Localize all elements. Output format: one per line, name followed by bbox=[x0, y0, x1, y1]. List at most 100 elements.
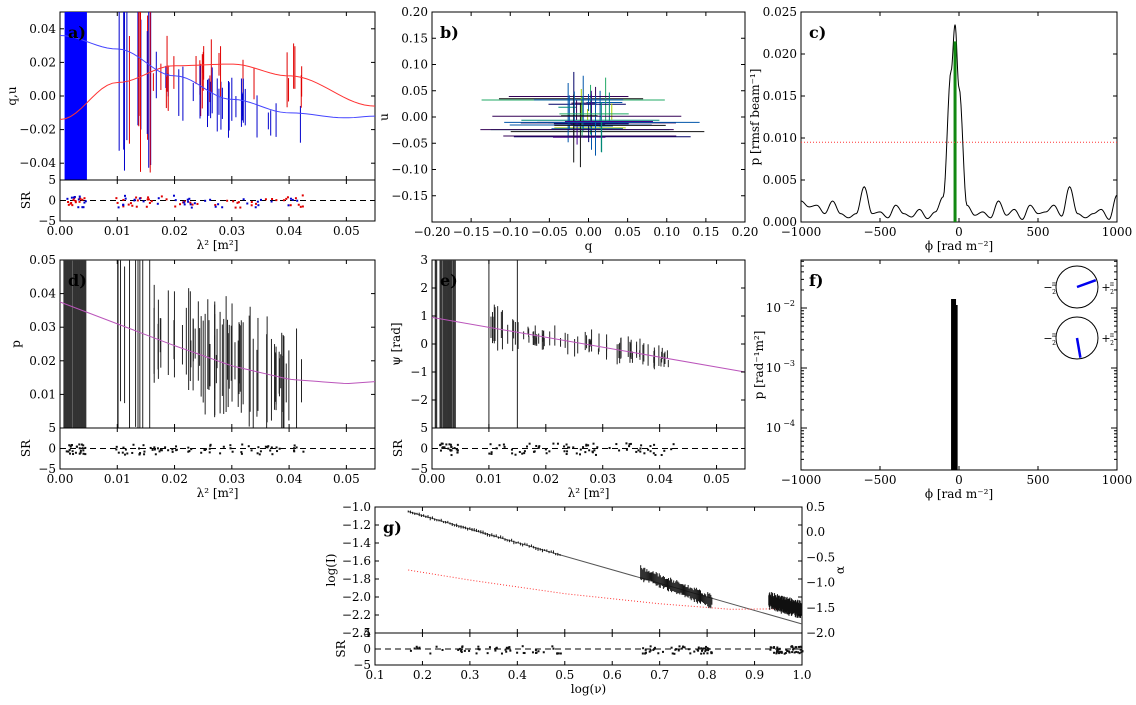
panel-f-ylabel: p [rad⁻¹m²] bbox=[752, 331, 766, 400]
panel-g-residual-point bbox=[769, 648, 772, 651]
panel-b-xtick-label: −0.05 bbox=[531, 225, 568, 239]
panel-a-ytick-label: 0.00 bbox=[29, 89, 56, 103]
panel-a-residual-point bbox=[83, 201, 86, 204]
panel-a-residual-point bbox=[297, 203, 300, 206]
panel-a-residual-point bbox=[282, 199, 285, 202]
panel-c-xtick-label: 0 bbox=[955, 225, 963, 239]
panel-d-residual-point bbox=[222, 445, 225, 448]
panel-d-xlabel: λ² [m²] bbox=[197, 486, 239, 500]
panel-e-label: e) bbox=[440, 271, 458, 290]
panel-e-residual-point bbox=[511, 452, 514, 455]
panel-g-residual-point bbox=[521, 645, 524, 648]
panel-g-residual-point bbox=[475, 652, 478, 655]
panel-e-ytick-label: 3 bbox=[420, 253, 428, 267]
panel-c-model-component bbox=[953, 41, 957, 223]
panel-e-xlabel: λ² [m²] bbox=[568, 486, 610, 500]
panel-d-residual-point bbox=[302, 450, 305, 453]
panel-g-residual-point bbox=[700, 647, 703, 650]
panel-b-xtick-label: −0.15 bbox=[453, 225, 490, 239]
panel-f-angle-needle bbox=[1075, 337, 1082, 358]
panel-d-residual-point bbox=[71, 450, 74, 453]
panel-e-residual-ytick-label: 0 bbox=[420, 442, 428, 456]
panel-a-ytick-label: 0.02 bbox=[29, 55, 56, 69]
panel-e-residual-point bbox=[649, 450, 652, 453]
panel-g-residual-xtick-label: 0.2 bbox=[413, 668, 432, 682]
panel-d-residual-point bbox=[70, 444, 73, 447]
panel-a-lowband-block bbox=[64, 12, 87, 180]
panel-d-residual-point bbox=[149, 446, 152, 449]
panel-g-residual-point bbox=[416, 647, 419, 650]
panel-g-residual-xtick-label: 0.1 bbox=[365, 668, 384, 682]
panel-g-label: g) bbox=[383, 518, 402, 537]
panel-a-residual-point bbox=[135, 196, 138, 199]
panel-a-residual-xtick-label: 0.00 bbox=[47, 224, 74, 238]
panel-g-y2tick-label: 0.0 bbox=[806, 525, 825, 539]
panel-d-residual-point bbox=[142, 444, 145, 447]
panel-e-residual-point bbox=[565, 453, 568, 456]
panel-e-residual-point bbox=[629, 442, 632, 445]
panel-e-residual-point bbox=[456, 451, 459, 454]
panel-g-residual-point bbox=[795, 646, 798, 649]
panel-e-residual-point bbox=[523, 452, 526, 455]
panel-a-residual-point bbox=[204, 199, 207, 202]
panel-e-residual-point bbox=[450, 454, 453, 457]
panel-b-xtick-label: 0.00 bbox=[575, 225, 602, 239]
panel-g-residual-point bbox=[534, 651, 537, 654]
panel-d-residual-point bbox=[78, 443, 81, 446]
panel-d-residual-point bbox=[126, 452, 129, 455]
panel-d-residual-point bbox=[219, 452, 222, 455]
panel-g-residual-point bbox=[495, 646, 498, 649]
panel-d-residual-ytick-label: −5 bbox=[38, 462, 56, 476]
panel-d-residual-point bbox=[82, 449, 85, 452]
panel-e-residual-point bbox=[537, 446, 540, 449]
panel-a-residual-point bbox=[83, 197, 86, 200]
panel-d-residual-point bbox=[158, 450, 161, 453]
panel-d-residual-point bbox=[122, 446, 125, 449]
panel-c-frame bbox=[800, 11, 1118, 223]
panel-d-residual-point bbox=[72, 453, 75, 456]
panel-g-residual-point bbox=[795, 650, 798, 653]
panel-e-ytick-label: 1 bbox=[420, 309, 428, 323]
panel-g-residual-ytick-label: 0 bbox=[363, 642, 371, 656]
panel-e-residual-point bbox=[563, 450, 566, 453]
panel-d-residual-ylabel: SR bbox=[19, 439, 33, 457]
panel-g-ytick-label: −1.8 bbox=[342, 572, 371, 586]
panel-f-ytick-exponent: −4 bbox=[783, 419, 795, 428]
panel-f-ytick-label: 10 bbox=[766, 301, 781, 315]
panel-d-ytick-label: 0.05 bbox=[29, 253, 56, 267]
panel-e-residual-point bbox=[643, 452, 646, 455]
panel-d-residual-point bbox=[151, 448, 154, 451]
panel-e-residual-point bbox=[455, 448, 458, 451]
panel-d-residual-point bbox=[79, 451, 82, 454]
panel-g-residual-point bbox=[783, 652, 786, 655]
panel-e-residual-point bbox=[660, 454, 663, 457]
panel-e-residual-point bbox=[447, 447, 450, 450]
panel-a-residual-point bbox=[71, 204, 74, 207]
panel-e-residual-point bbox=[440, 442, 443, 445]
panel-a-residual-point bbox=[179, 203, 182, 206]
panel-a-residual-point bbox=[117, 206, 120, 209]
panel-a-residual-xtick-label: 0.04 bbox=[276, 224, 303, 238]
panel-g-residual-point bbox=[556, 652, 559, 655]
panel-e-residual-point bbox=[653, 443, 656, 446]
panel-f-ytick-label: 10 bbox=[766, 421, 781, 435]
panel-g-residual-point bbox=[791, 646, 794, 649]
panel-e-residual-ylabel: SR bbox=[391, 439, 405, 457]
panel-b-frame bbox=[431, 11, 746, 223]
panel-e-residual-point bbox=[639, 450, 642, 453]
panel-g-residual-point bbox=[706, 652, 709, 655]
panel-g-residual-point bbox=[644, 652, 647, 655]
panel-e-residual-point bbox=[514, 453, 517, 456]
panel-a-residual-point bbox=[217, 203, 220, 206]
panel-d-residual-point bbox=[75, 445, 78, 448]
panel-d-residual-point bbox=[231, 450, 234, 453]
panel-e-residual-xtick-label: 0.00 bbox=[419, 472, 446, 486]
panel-e-residual-point bbox=[568, 446, 571, 449]
panel-g-residual-point bbox=[707, 649, 710, 652]
panel-e-residual-point bbox=[593, 449, 596, 452]
panel-a-residual-point bbox=[182, 201, 185, 204]
panel-g-residual-point bbox=[534, 649, 537, 652]
panel-g-residual-point bbox=[642, 647, 645, 650]
panel-e-residual-point bbox=[654, 453, 657, 456]
panel-e-residual-point bbox=[532, 450, 535, 453]
